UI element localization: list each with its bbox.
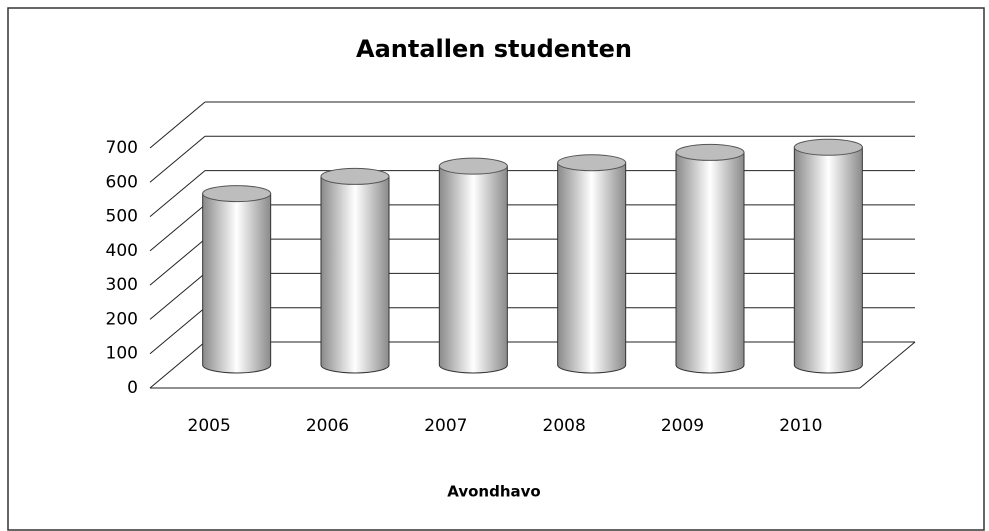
grid-line [149, 135, 206, 183]
chart-title: Aantallen studenten [356, 35, 632, 63]
y-tick-label: 100 [106, 344, 138, 364]
grid-line [149, 341, 206, 389]
bar [202, 185, 272, 374]
x-tick-label: 2006 [306, 416, 349, 436]
y-tick-label: 200 [106, 309, 138, 329]
grid-line [149, 307, 206, 355]
x-tick-label: 2009 [661, 416, 704, 436]
y-tick-label: 0 [127, 378, 138, 398]
grid-line [149, 204, 206, 252]
bar [675, 143, 745, 374]
x-tick-label: 2005 [188, 416, 231, 436]
x-tick-label: 2007 [424, 416, 467, 436]
floor-edge [859, 341, 916, 389]
bar [320, 167, 390, 374]
y-tick-label: 300 [106, 275, 138, 295]
grid-line [149, 238, 206, 286]
y-tick-label: 400 [106, 241, 138, 261]
grid-line [149, 170, 206, 217]
x-axis-label: Avondhavo [447, 483, 540, 501]
x-tick-label: 2010 [779, 416, 822, 436]
y-tick-label: 700 [106, 138, 138, 158]
bar [557, 154, 627, 374]
bar [438, 157, 508, 374]
grid-line [149, 101, 206, 149]
grid-line [149, 273, 206, 320]
y-tick-label: 500 [106, 207, 138, 227]
bar [793, 138, 863, 374]
x-tick-label: 2008 [543, 416, 586, 436]
y-tick-label: 600 [106, 172, 138, 192]
